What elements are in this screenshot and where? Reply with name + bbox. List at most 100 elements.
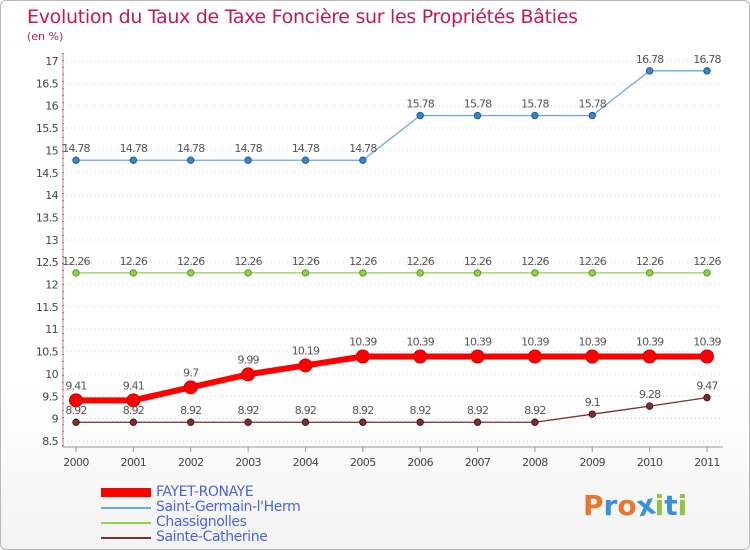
data-label: 9.41 bbox=[123, 379, 144, 392]
data-label: 8.92 bbox=[352, 404, 373, 417]
data-point bbox=[359, 418, 367, 426]
data-point bbox=[416, 418, 424, 426]
data-label: 10.39 bbox=[406, 336, 434, 349]
x-tick-label: 2003 bbox=[235, 456, 261, 469]
y-tick-label: 13 bbox=[45, 234, 58, 247]
legend-label: Saint-Germain-l'Herm bbox=[156, 499, 301, 515]
data-point bbox=[129, 418, 138, 426]
data-label: 10.39 bbox=[579, 336, 607, 349]
data-label: 12.26 bbox=[521, 255, 549, 268]
brand-letter: t bbox=[664, 489, 678, 522]
chart-title: Evolution du Taux de Taxe Foncière sur l… bbox=[27, 6, 578, 28]
data-label: 8.92 bbox=[123, 404, 144, 417]
data-label: 8.92 bbox=[237, 404, 258, 417]
data-point bbox=[187, 156, 195, 164]
data-point bbox=[588, 269, 596, 277]
data-point bbox=[183, 380, 198, 395]
data-label: 14.78 bbox=[234, 142, 262, 155]
x-tick-label: 2011 bbox=[694, 456, 720, 469]
y-tick-label: 16 bbox=[45, 100, 58, 113]
data-point bbox=[69, 393, 83, 408]
legend-label: Sainte-Catherine bbox=[156, 529, 268, 545]
y-tick-label: 11 bbox=[45, 323, 58, 336]
legend-swatch bbox=[101, 521, 151, 524]
data-point bbox=[126, 393, 141, 408]
data-point bbox=[244, 156, 252, 164]
data-label: 10.39 bbox=[349, 336, 377, 349]
legend-item: Chassignolles bbox=[101, 515, 300, 530]
data-label: 14.78 bbox=[292, 142, 320, 155]
data-point bbox=[470, 349, 485, 364]
data-point bbox=[244, 269, 252, 277]
data-label: 15.78 bbox=[521, 98, 549, 111]
data-point bbox=[588, 410, 596, 418]
data-point bbox=[531, 269, 539, 277]
data-label: 10.19 bbox=[292, 344, 320, 357]
x-tick-label: 2008 bbox=[522, 456, 548, 469]
data-label: 9.7 bbox=[183, 366, 199, 379]
brand-letter: r bbox=[603, 489, 618, 522]
data-point bbox=[301, 269, 310, 277]
data-point bbox=[588, 111, 596, 120]
data-label: 12.26 bbox=[292, 255, 320, 268]
brand-letter: i bbox=[677, 489, 688, 522]
data-label: 8.92 bbox=[410, 404, 431, 417]
y-tick-label: 9 bbox=[52, 413, 59, 426]
series-line-0 bbox=[76, 353, 707, 404]
y-tick-label: 15 bbox=[45, 144, 58, 157]
legend-swatch bbox=[101, 488, 151, 497]
data-point bbox=[301, 156, 310, 164]
x-tick-label: 2002 bbox=[178, 456, 204, 469]
data-label: 14.78 bbox=[120, 142, 148, 155]
data-label: 8.92 bbox=[295, 404, 316, 417]
data-point bbox=[298, 358, 313, 373]
data-point bbox=[700, 349, 714, 364]
brand-letter: i bbox=[654, 489, 665, 522]
data-label: 12.26 bbox=[693, 255, 721, 268]
x-tick-label: 2010 bbox=[637, 456, 663, 469]
y-tick-label: 10 bbox=[45, 368, 58, 381]
x-tick-label: 2000 bbox=[63, 456, 89, 469]
legend-label: FAYET-RONAYE bbox=[156, 484, 254, 500]
legend-item: FAYET-RONAYE bbox=[101, 485, 300, 500]
data-label: 16.78 bbox=[636, 53, 664, 66]
data-label: 12.26 bbox=[579, 255, 607, 268]
y-tick-label: 8.5 bbox=[42, 435, 58, 448]
data-label: 14.78 bbox=[349, 142, 377, 155]
data-label: 12.26 bbox=[62, 255, 90, 268]
data-label: 10.39 bbox=[636, 336, 664, 349]
data-label: 9.1 bbox=[585, 396, 600, 409]
data-point bbox=[359, 269, 367, 277]
data-point bbox=[355, 349, 370, 364]
data-label: 12.26 bbox=[120, 255, 148, 268]
y-tick-label: 9.5 bbox=[42, 390, 58, 403]
data-point bbox=[585, 349, 600, 364]
data-label: 14.78 bbox=[62, 142, 90, 155]
data-point bbox=[416, 269, 424, 277]
brand-letter: o bbox=[617, 489, 637, 522]
x-tick-label: 2004 bbox=[293, 456, 319, 469]
data-label: 8.92 bbox=[180, 404, 201, 417]
y-tick-label: 14.5 bbox=[36, 167, 59, 180]
series-line-3 bbox=[76, 396, 708, 423]
data-point bbox=[241, 367, 256, 382]
y-tick-label: 13.5 bbox=[36, 211, 59, 224]
series-line-1 bbox=[76, 70, 707, 161]
proxiti-logo: Proxiti bbox=[583, 487, 688, 523]
data-point bbox=[531, 418, 539, 426]
data-point bbox=[416, 111, 424, 120]
y-tick-label: 11.5 bbox=[36, 301, 59, 314]
y-tick-label: 14 bbox=[45, 189, 58, 202]
data-label: 10.39 bbox=[521, 336, 549, 349]
data-label: 15.78 bbox=[406, 98, 434, 111]
legend-swatch bbox=[101, 506, 151, 509]
data-point bbox=[703, 393, 711, 402]
y-tick-label: 15.5 bbox=[36, 122, 59, 135]
data-label: 15.78 bbox=[464, 98, 492, 111]
data-point bbox=[72, 269, 80, 277]
x-tick-label: 2006 bbox=[407, 456, 433, 469]
data-point bbox=[703, 67, 711, 75]
data-point bbox=[645, 269, 654, 277]
data-point bbox=[244, 418, 252, 426]
data-label: 12.26 bbox=[636, 255, 664, 268]
